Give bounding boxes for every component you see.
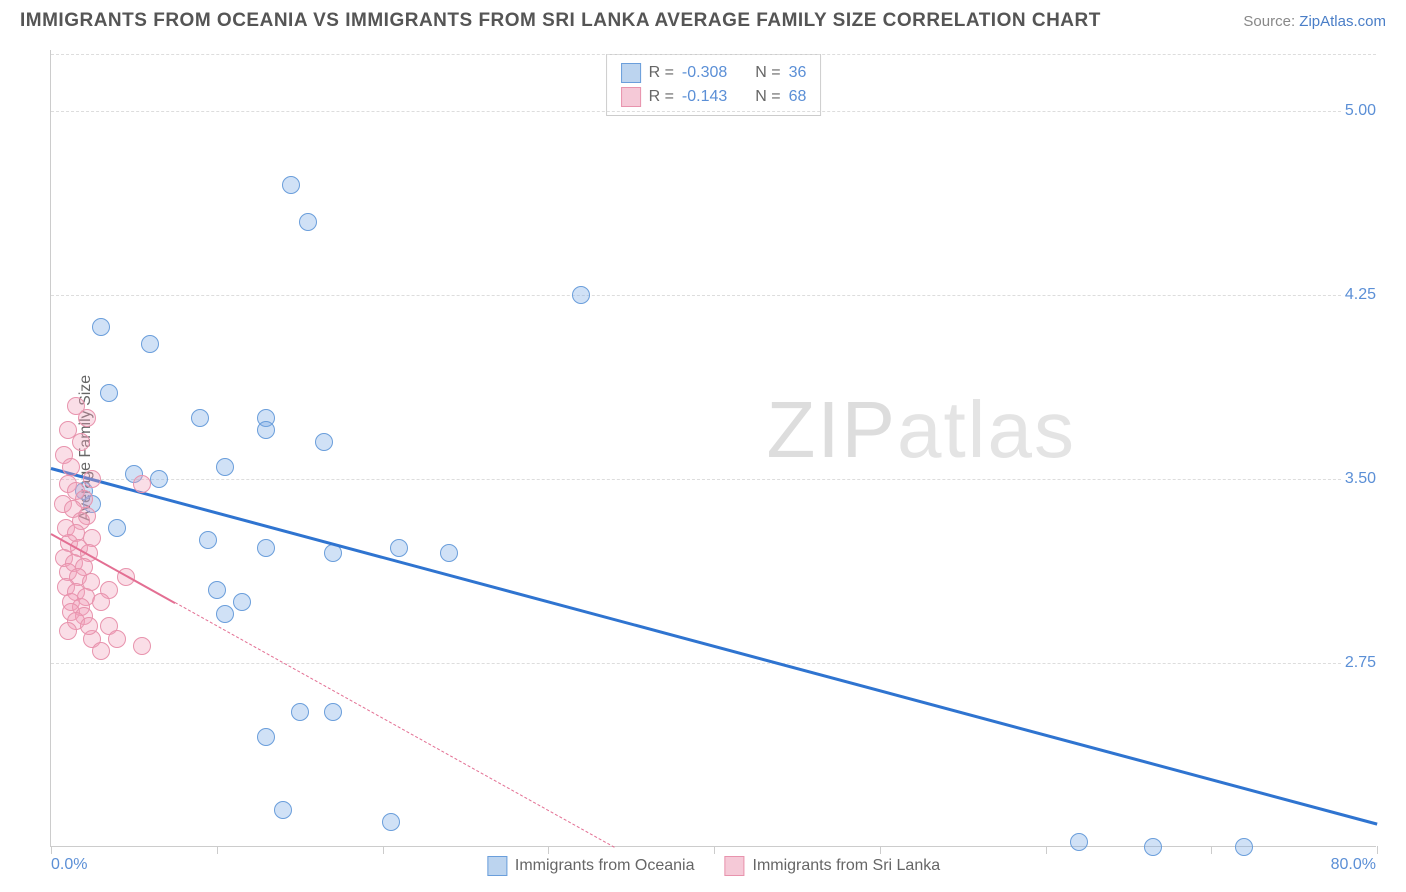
x-tick <box>217 846 218 854</box>
r-value: -0.308 <box>682 64 727 82</box>
legend-swatch-icon <box>621 87 641 107</box>
watermark: ZIPatlas <box>767 384 1076 476</box>
data-point-oceania <box>299 213 317 231</box>
gridline <box>51 479 1376 480</box>
x-tick <box>714 846 715 854</box>
data-point-oceania <box>1144 838 1162 856</box>
data-point-oceania <box>257 539 275 557</box>
data-point-oceania <box>208 581 226 599</box>
source-prefix: Source: <box>1243 13 1299 30</box>
data-point-oceania <box>1235 838 1253 856</box>
data-point-srilanka <box>78 409 96 427</box>
y-tick-label: 5.00 <box>1342 102 1379 120</box>
data-point-oceania <box>440 544 458 562</box>
data-point-srilanka <box>108 630 126 648</box>
legend-swatch-icon <box>725 856 745 876</box>
data-point-oceania <box>324 703 342 721</box>
y-tick-label: 2.75 <box>1342 654 1379 672</box>
x-axis-min-label: 0.0% <box>51 856 87 874</box>
trendline-srilanka-dash <box>175 602 615 848</box>
data-point-srilanka <box>72 433 90 451</box>
legend-swatch-icon <box>487 856 507 876</box>
data-point-oceania <box>108 519 126 537</box>
data-point-srilanka <box>83 470 101 488</box>
x-tick <box>383 846 384 854</box>
gridline <box>51 295 1376 296</box>
gridline <box>51 111 1376 112</box>
data-point-srilanka <box>133 475 151 493</box>
data-point-oceania <box>199 531 217 549</box>
r-label: R = <box>649 88 674 106</box>
n-value: 36 <box>789 64 807 82</box>
data-point-srilanka <box>133 637 151 655</box>
data-point-oceania <box>216 458 234 476</box>
correlation-legend: R = -0.308 N = 36 R = -0.143 N = 68 <box>606 54 822 116</box>
legend-series-item[interactable]: Immigrants from Oceania <box>487 856 695 876</box>
x-tick <box>51 846 52 854</box>
x-tick <box>1046 846 1047 854</box>
trendline-oceania <box>51 467 1378 825</box>
data-point-oceania <box>141 335 159 353</box>
gridline <box>51 54 1376 55</box>
legend-series-label: Immigrants from Oceania <box>515 857 695 875</box>
x-tick <box>880 846 881 854</box>
r-value: -0.143 <box>682 88 727 106</box>
data-point-oceania <box>257 728 275 746</box>
x-tick <box>1377 846 1378 854</box>
data-point-oceania <box>390 539 408 557</box>
source-link[interactable]: ZipAtlas.com <box>1299 13 1386 30</box>
scatter-chart: ZIPatlas Average Family Size 0.0% 80.0% … <box>50 50 1376 847</box>
chart-header: IMMIGRANTS FROM OCEANIA VS IMMIGRANTS FR… <box>0 0 1406 40</box>
data-point-oceania <box>216 605 234 623</box>
source-attribution: Source: ZipAtlas.com <box>1243 13 1386 30</box>
data-point-oceania <box>282 176 300 194</box>
data-point-srilanka <box>62 458 80 476</box>
x-axis-max-label: 80.0% <box>1331 856 1376 874</box>
gridline <box>51 663 1376 664</box>
chart-title: IMMIGRANTS FROM OCEANIA VS IMMIGRANTS FR… <box>20 10 1101 32</box>
data-point-oceania <box>291 703 309 721</box>
legend-stat-row: R = -0.308 N = 36 <box>621 61 807 85</box>
data-point-oceania <box>150 470 168 488</box>
data-point-srilanka <box>80 617 98 635</box>
data-point-oceania <box>257 421 275 439</box>
data-point-oceania <box>382 813 400 831</box>
data-point-oceania <box>233 593 251 611</box>
data-point-oceania <box>100 384 118 402</box>
y-tick-label: 3.50 <box>1342 470 1379 488</box>
n-label: N = <box>755 88 780 106</box>
legend-swatch-icon <box>621 63 641 83</box>
data-point-oceania <box>1070 833 1088 851</box>
legend-series-item[interactable]: Immigrants from Sri Lanka <box>725 856 941 876</box>
legend-stat-row: R = -0.143 N = 68 <box>621 85 807 109</box>
legend-series-label: Immigrants from Sri Lanka <box>753 857 941 875</box>
data-point-oceania <box>315 433 333 451</box>
n-label: N = <box>755 64 780 82</box>
data-point-oceania <box>572 286 590 304</box>
data-point-srilanka <box>92 593 110 611</box>
series-legend: Immigrants from Oceania Immigrants from S… <box>487 856 940 876</box>
data-point-oceania <box>191 409 209 427</box>
data-point-srilanka <box>92 642 110 660</box>
r-label: R = <box>649 64 674 82</box>
n-value: 68 <box>789 88 807 106</box>
y-tick-label: 4.25 <box>1342 286 1379 304</box>
x-tick <box>548 846 549 854</box>
x-tick <box>1211 846 1212 854</box>
data-point-srilanka <box>59 622 77 640</box>
data-point-oceania <box>274 801 292 819</box>
data-point-oceania <box>92 318 110 336</box>
